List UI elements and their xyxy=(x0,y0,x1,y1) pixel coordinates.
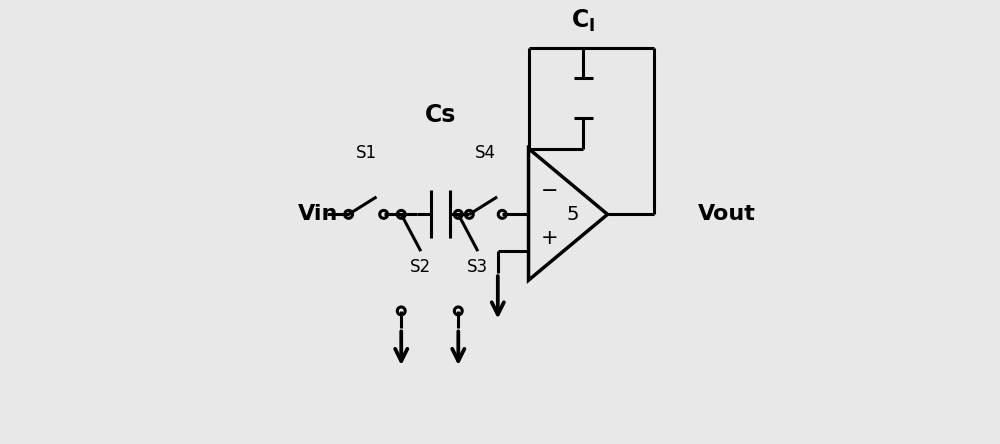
Text: S4: S4 xyxy=(475,144,496,162)
Text: −: − xyxy=(541,181,558,201)
Text: Vin: Vin xyxy=(298,204,338,224)
Text: Cs: Cs xyxy=(425,103,456,127)
Text: +: + xyxy=(541,228,558,248)
Text: S3: S3 xyxy=(467,258,488,276)
Text: C$_\mathbf{I}$: C$_\mathbf{I}$ xyxy=(571,8,596,34)
Text: Vout: Vout xyxy=(698,204,755,224)
Text: 5: 5 xyxy=(566,205,579,224)
Text: S1: S1 xyxy=(356,144,377,162)
Text: S2: S2 xyxy=(410,258,431,276)
